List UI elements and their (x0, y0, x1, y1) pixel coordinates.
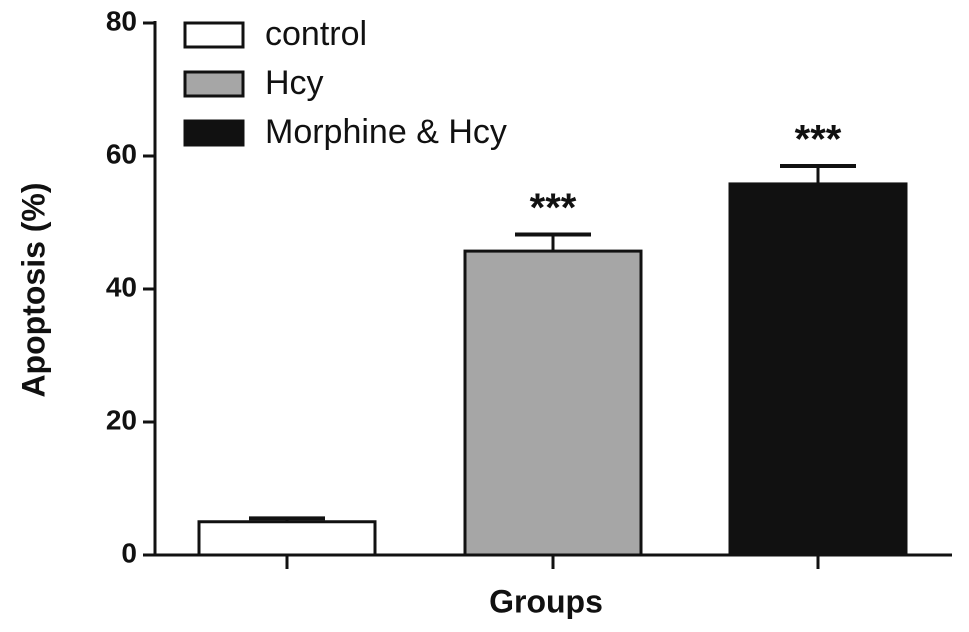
legend-swatch (183, 70, 245, 98)
y-tick-label: 0 (121, 537, 137, 568)
significance: *** (530, 186, 577, 230)
legend-swatch (183, 119, 245, 147)
legend-label: Hcy (265, 64, 324, 102)
y-tick-label: 20 (106, 404, 137, 435)
y-tick-label: 60 (106, 138, 137, 169)
y-tick-label: 80 (106, 5, 137, 36)
bar (728, 182, 908, 557)
bar (463, 249, 643, 557)
y-axis-title: Apoptosis (%) (15, 182, 51, 397)
y-tick-label: 40 (106, 271, 137, 302)
bar (197, 520, 377, 557)
significance: *** (795, 118, 842, 162)
x-axis-title: Groups (489, 583, 603, 619)
legend-label: Morphine & Hcy (265, 113, 507, 151)
legend-swatch (183, 21, 245, 49)
legend-label: control (265, 15, 367, 53)
